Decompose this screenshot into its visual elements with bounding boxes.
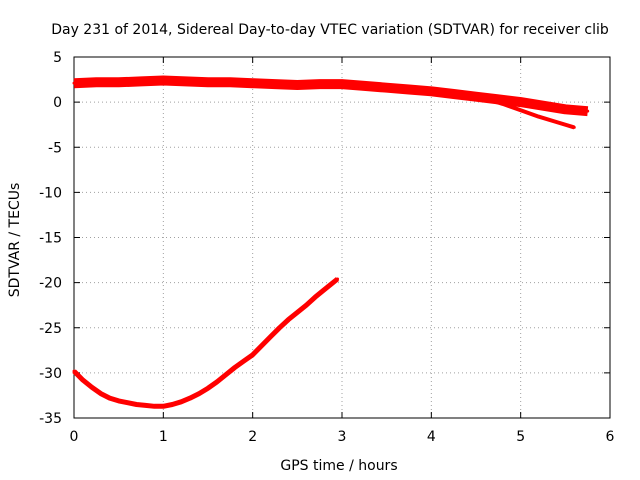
x-tick-label: 5 — [516, 429, 525, 445]
data-point — [519, 100, 523, 104]
data-point — [429, 89, 433, 93]
y-tick-label: -35 — [39, 411, 62, 427]
grid-lines — [74, 57, 610, 418]
data-point — [554, 120, 558, 124]
y-tick-label: -30 — [39, 366, 62, 382]
data-point — [152, 404, 156, 408]
series-line-upper-band-branch — [484, 96, 575, 130]
series-line-lower-arc — [72, 277, 340, 409]
data-point — [362, 84, 366, 88]
data-point — [184, 79, 188, 83]
x-axis-title: GPS time / hours — [280, 458, 397, 474]
data-point — [496, 97, 500, 101]
data-point — [251, 81, 255, 85]
data-point — [260, 344, 264, 348]
data-point — [233, 365, 237, 369]
data-point — [572, 125, 576, 129]
series-layer — [72, 75, 590, 409]
y-tick-label: -15 — [39, 231, 62, 247]
y-tick-label: -5 — [48, 140, 62, 156]
data-point — [277, 326, 281, 330]
y-tick-label: -20 — [39, 276, 62, 292]
data-point — [452, 92, 456, 96]
data-point — [474, 95, 478, 99]
data-point — [318, 82, 322, 86]
data-point — [251, 353, 255, 357]
data-point — [340, 82, 344, 86]
data-point — [90, 385, 94, 389]
data-point — [385, 86, 389, 90]
data-point — [586, 109, 590, 113]
x-tick-label: 2 — [248, 429, 257, 445]
y-tick-label: -25 — [39, 321, 62, 337]
data-point — [295, 83, 299, 87]
data-point — [170, 402, 174, 406]
x-tick-label: 1 — [159, 429, 168, 445]
data-point — [483, 97, 487, 101]
data-point — [313, 295, 317, 299]
data-point — [269, 335, 273, 339]
x-tick-label: 3 — [338, 429, 347, 445]
data-point — [501, 102, 505, 106]
axis-ticks: 0 1 2 3 4 5 6 5 0 -5 -10 -15 -20 -25 -30 -35 — [39, 50, 614, 445]
data-point — [117, 399, 121, 403]
data-point — [161, 404, 165, 408]
data-point — [108, 396, 112, 400]
data-point — [563, 107, 567, 111]
y-tick-label: -10 — [39, 185, 62, 201]
data-point — [94, 80, 98, 84]
data-point — [126, 401, 130, 405]
x-tick-label: 4 — [427, 429, 436, 445]
x-tick-label: 0 — [70, 429, 79, 445]
chart-title: Day 231 of 2014, Sidereal Day-to-day VTE… — [51, 22, 609, 38]
data-point — [519, 108, 523, 112]
data-point — [161, 78, 165, 82]
data-point — [541, 104, 545, 108]
data-point — [197, 392, 201, 396]
data-point — [407, 87, 411, 91]
data-point — [286, 318, 290, 322]
data-point — [81, 378, 85, 382]
data-point — [179, 400, 183, 404]
data-point — [304, 303, 308, 307]
data-point — [99, 392, 103, 396]
data-point — [188, 396, 192, 400]
y-axis-title: SDTVAR / TECUs — [7, 183, 23, 298]
data-point — [135, 402, 139, 406]
data-point — [143, 403, 147, 407]
data-point — [72, 369, 76, 373]
data-point — [331, 281, 335, 285]
data-point — [206, 80, 210, 84]
data-point — [117, 80, 121, 84]
data-point — [322, 288, 326, 292]
y-tick-label: 5 — [53, 50, 62, 66]
data-point — [273, 82, 277, 86]
data-point — [215, 380, 219, 384]
data-point — [139, 79, 143, 83]
data-point — [242, 359, 246, 363]
data-point — [206, 386, 210, 390]
data-point — [537, 115, 541, 119]
data-point — [228, 80, 232, 84]
data-point — [295, 310, 299, 314]
x-tick-label: 6 — [606, 429, 615, 445]
series-line-upper-band — [73, 75, 589, 117]
data-point — [224, 373, 228, 377]
y-tick-label: 0 — [53, 95, 62, 111]
data-point — [336, 277, 340, 281]
data-point — [72, 81, 76, 85]
